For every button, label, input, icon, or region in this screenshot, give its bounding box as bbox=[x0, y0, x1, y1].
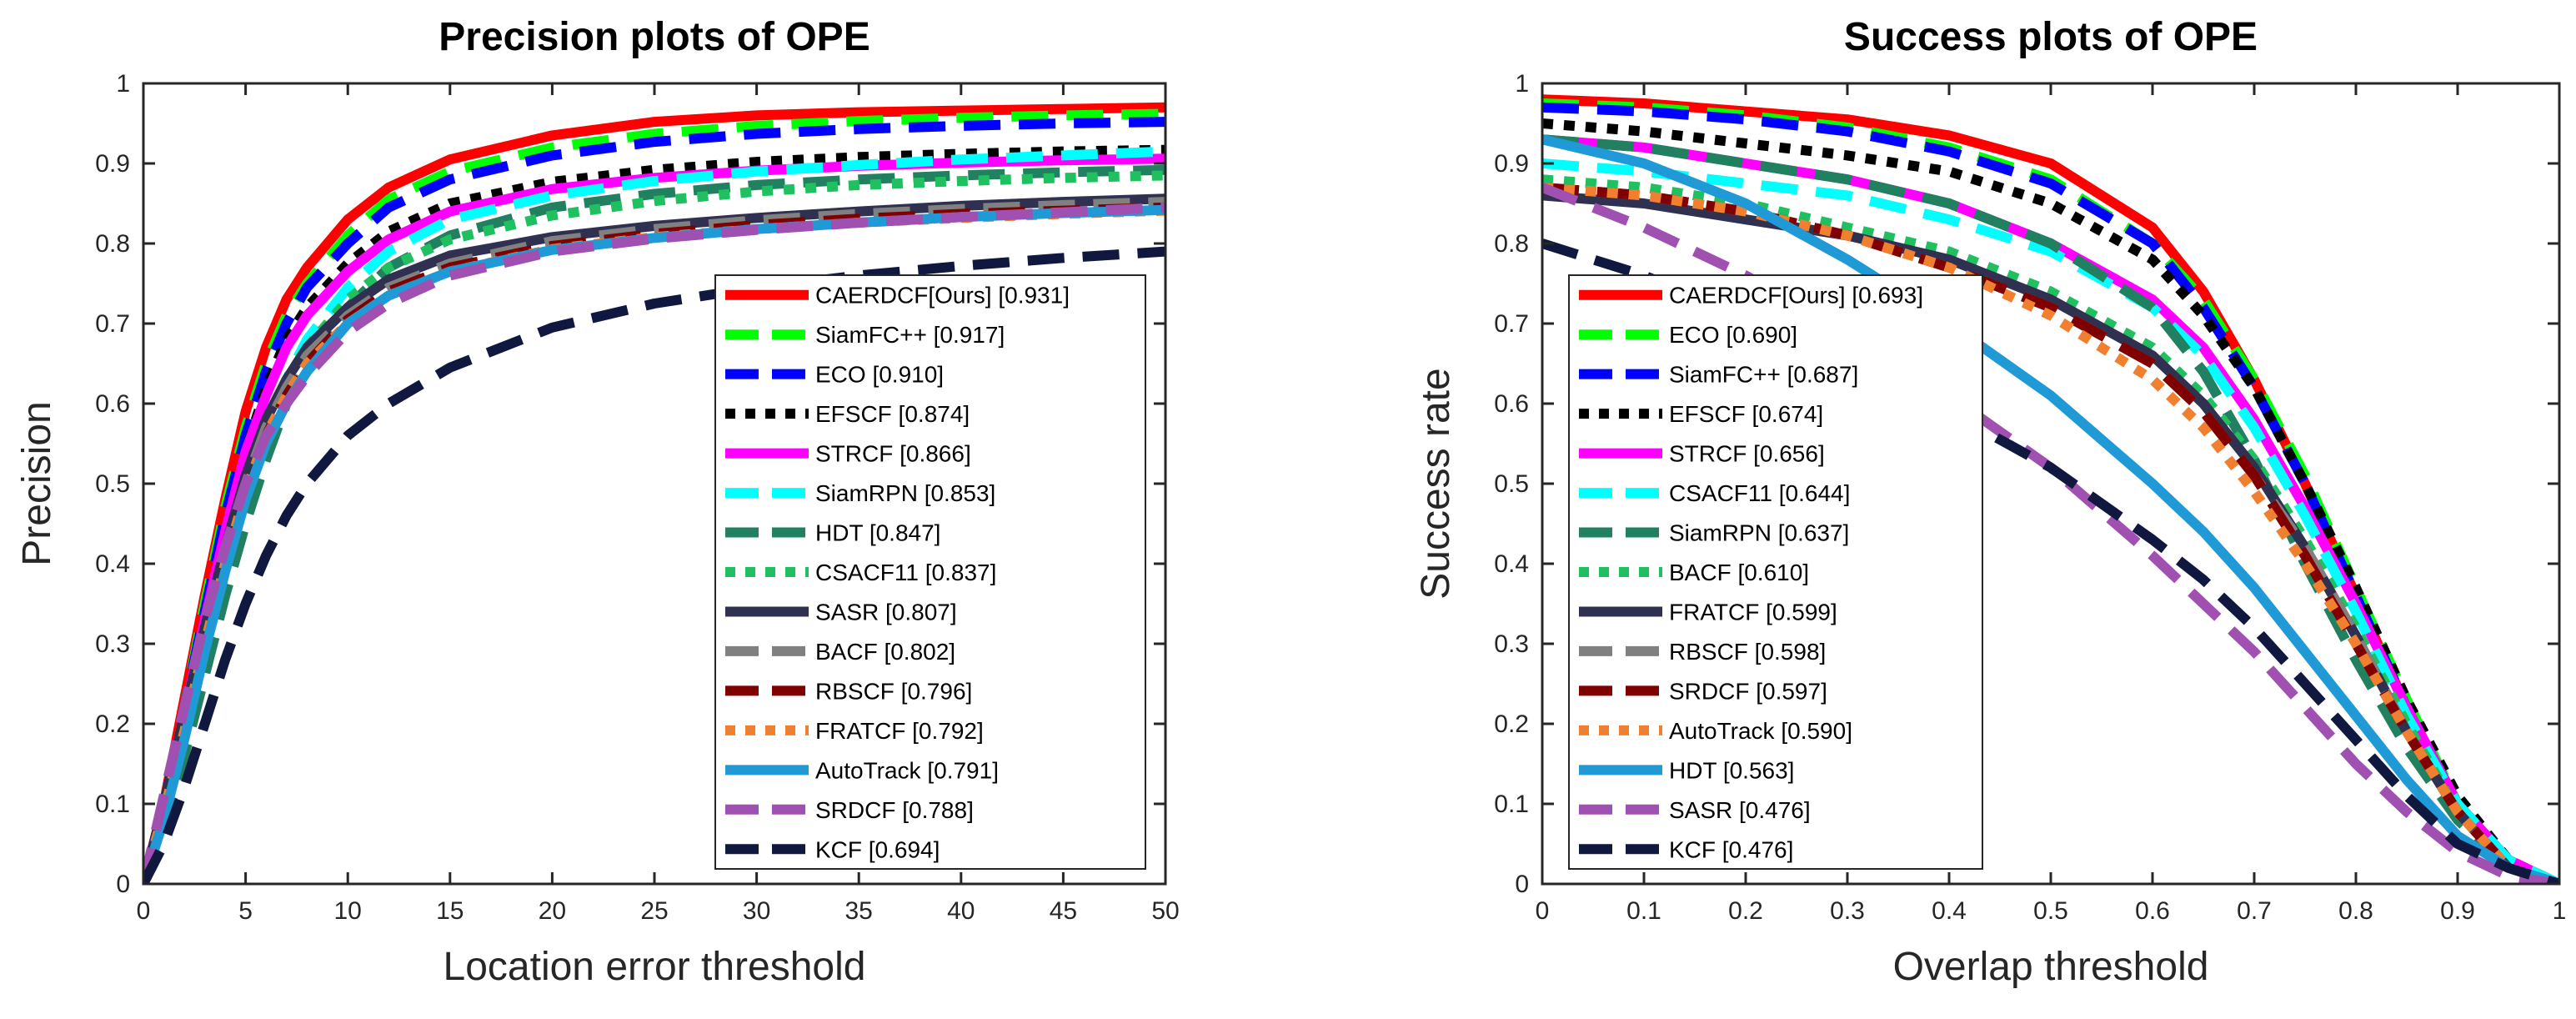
success-xtick-label: 0.1 bbox=[1626, 897, 1661, 925]
success-ytick-label: 0.6 bbox=[1494, 390, 1529, 418]
precision-series-efscf bbox=[143, 144, 1165, 884]
precision-series-kcf bbox=[143, 246, 1165, 884]
precision-legend-label-bacf: BACF [0.802] bbox=[815, 639, 955, 665]
precision-ytick-label: 0.5 bbox=[95, 470, 130, 498]
precision-xtick-label: 50 bbox=[1151, 897, 1179, 925]
success-legend-label-csacf11: CSACF11 [0.644] bbox=[1669, 480, 1850, 506]
precision-xtick-label: 35 bbox=[845, 897, 873, 925]
precision-ytick-label: 0.9 bbox=[95, 150, 130, 178]
success-xtick-label: 0.7 bbox=[2237, 897, 2272, 925]
success-ytick-label: 0.5 bbox=[1494, 470, 1529, 498]
precision-y-axis-label: Precision bbox=[15, 401, 59, 565]
success-series-hdt bbox=[1542, 134, 2559, 884]
success-xtick-label: 0.9 bbox=[2440, 897, 2475, 925]
success-ytick-label: 0.9 bbox=[1494, 150, 1529, 178]
success-ytick-label: 0.4 bbox=[1494, 550, 1529, 578]
precision-legend-label-siamrpn: SiamRPN [0.853] bbox=[815, 480, 995, 506]
precision-legend-label-efscf: EFSCF [0.874] bbox=[815, 401, 970, 427]
precision-xtick-label: 30 bbox=[743, 897, 770, 925]
precision-ytick-label: 0.3 bbox=[95, 630, 130, 658]
precision-legend-label-eco: ECO [0.910] bbox=[815, 362, 944, 388]
success-ytick-label: 1 bbox=[1515, 70, 1529, 98]
precision-legend-label-strcf: STRCF [0.866] bbox=[815, 441, 971, 467]
success-legend-label-sasr: SASR [0.476] bbox=[1669, 797, 1811, 823]
precision-x-axis-label: Location error threshold bbox=[444, 945, 866, 989]
success-legend-label-siamfc: SiamFC++ [0.687] bbox=[1669, 362, 1858, 388]
success-y-axis-label: Success rate bbox=[1414, 368, 1458, 599]
success-legend-label-siamrpn: SiamRPN [0.637] bbox=[1669, 520, 1849, 546]
success-xtick-label: 0.2 bbox=[1728, 897, 1763, 925]
success-legend-label-kcf: KCF [0.476] bbox=[1669, 836, 1793, 862]
success-legend-label-rbscf: RBSCF [0.598] bbox=[1669, 639, 1826, 665]
precision-legend-label-csacf11: CSACF11 [0.837] bbox=[815, 560, 996, 585]
success-ytick-label: 0 bbox=[1515, 871, 1529, 898]
precision-legend-label-kcf: KCF [0.694] bbox=[815, 836, 940, 862]
success-series-bacf bbox=[1542, 174, 2559, 884]
success-legend-label-caerdcf-ours: CAERDCF[Ours] [0.693] bbox=[1669, 283, 1923, 309]
precision-xtick-label: 5 bbox=[238, 897, 253, 925]
precision-xtick-label: 0 bbox=[137, 897, 151, 925]
precision-xtick-label: 20 bbox=[539, 897, 566, 925]
success-xtick-label: 0.5 bbox=[2033, 897, 2068, 925]
success-xtick-label: 0.4 bbox=[1932, 897, 1967, 925]
success-chart-title: Success plots of OPE bbox=[1844, 15, 2258, 59]
success-xtick-label: 0.8 bbox=[2338, 897, 2373, 925]
precision-xtick-label: 45 bbox=[1050, 897, 1077, 925]
success-legend-label-eco: ECO [0.690] bbox=[1669, 322, 1797, 348]
precision-ytick-label: 0.2 bbox=[95, 710, 130, 738]
success-ytick-label: 0.2 bbox=[1494, 710, 1529, 738]
precision-ytick-label: 0.7 bbox=[95, 310, 130, 338]
success-xtick-label: 0.3 bbox=[1830, 897, 1865, 925]
success-legend-label-bacf: BACF [0.610] bbox=[1669, 560, 1809, 585]
precision-ytick-label: 0 bbox=[116, 871, 130, 898]
precision-legend-label-srdcf: SRDCF [0.788] bbox=[815, 797, 974, 823]
success-series-sasr bbox=[1542, 183, 2559, 884]
precision-ytick-label: 0.8 bbox=[95, 230, 130, 258]
precision-legend: CAERDCF[Ours] [0.931] SiamFC++ [0.917] ECO… bbox=[714, 274, 1146, 870]
success-legend-label-hdt: HDT [0.563] bbox=[1669, 757, 1794, 783]
precision-legend-label-sasr: SASR [0.807] bbox=[815, 599, 957, 625]
precision-xtick-label: 25 bbox=[640, 897, 668, 925]
success-chart: 0 0.1 0.2 0.3 0.4 0.5 0.6 0.7 0.8 0.9 1 0 0.1 0.2 0.3 0… bbox=[1414, 15, 2566, 989]
success-legend-label-fratcf: FRATCF [0.599] bbox=[1669, 599, 1837, 625]
precision-xtick-label: 15 bbox=[436, 897, 464, 925]
success-xtick-label: 1 bbox=[2553, 897, 2567, 925]
precision-xtick-label: 40 bbox=[947, 897, 975, 925]
precision-series-group bbox=[143, 102, 1165, 884]
success-series-siamrpn bbox=[1542, 134, 2559, 884]
success-ytick-label: 0.8 bbox=[1494, 230, 1529, 258]
success-legend-label-srdcf: SRDCF [0.597] bbox=[1669, 678, 1827, 704]
precision-legend-label-caerdcf-ours: CAERDCF[Ours] [0.931] bbox=[815, 283, 1070, 309]
success-ytick-label: 0.1 bbox=[1494, 791, 1529, 818]
precision-legend-label-siamfc: SiamFC++ [0.917] bbox=[815, 322, 1005, 348]
success-legend-label-autotrack: AutoTrack [0.590] bbox=[1669, 718, 1852, 744]
precision-xtick-label: 10 bbox=[334, 897, 362, 925]
precision-ytick-label: 0.4 bbox=[95, 550, 130, 578]
precision-legend-label-autotrack: AutoTrack [0.791] bbox=[815, 757, 999, 783]
precision-chart-title: Precision plots of OPE bbox=[439, 15, 870, 59]
precision-series-srdcf bbox=[143, 202, 1165, 884]
success-xtick-label: 0 bbox=[1536, 897, 1550, 925]
success-legend-label-efscf: EFSCF [0.674] bbox=[1669, 401, 1823, 427]
success-ytick-label: 0.3 bbox=[1494, 630, 1529, 658]
success-ytick-label: 0.7 bbox=[1494, 310, 1529, 338]
precision-legend-label-fratcf: FRATCF [0.792] bbox=[815, 718, 984, 744]
precision-legend-label-rbscf: RBSCF [0.796] bbox=[815, 678, 972, 704]
success-legend: CAERDCF[Ours] [0.693] ECO [0.690] SiamFC++… bbox=[1568, 274, 1983, 870]
precision-ytick-label: 0.1 bbox=[95, 791, 130, 818]
precision-ytick-label: 0.6 bbox=[95, 390, 130, 418]
precision-ytick-label: 1 bbox=[116, 70, 130, 98]
success-x-axis-label: Overlap threshold bbox=[1893, 945, 2209, 989]
success-legend-label-strcf: STRCF [0.656] bbox=[1669, 441, 1825, 467]
precision-legend-label-hdt: HDT [0.847] bbox=[815, 520, 940, 546]
precision-chart: 0 5 10 15 20 25 30 35 40 45 50 0 0.1 0.2 0.3 0.4 0.5 0.6 0… bbox=[15, 15, 1180, 989]
success-xtick-label: 0.6 bbox=[2135, 897, 2170, 925]
